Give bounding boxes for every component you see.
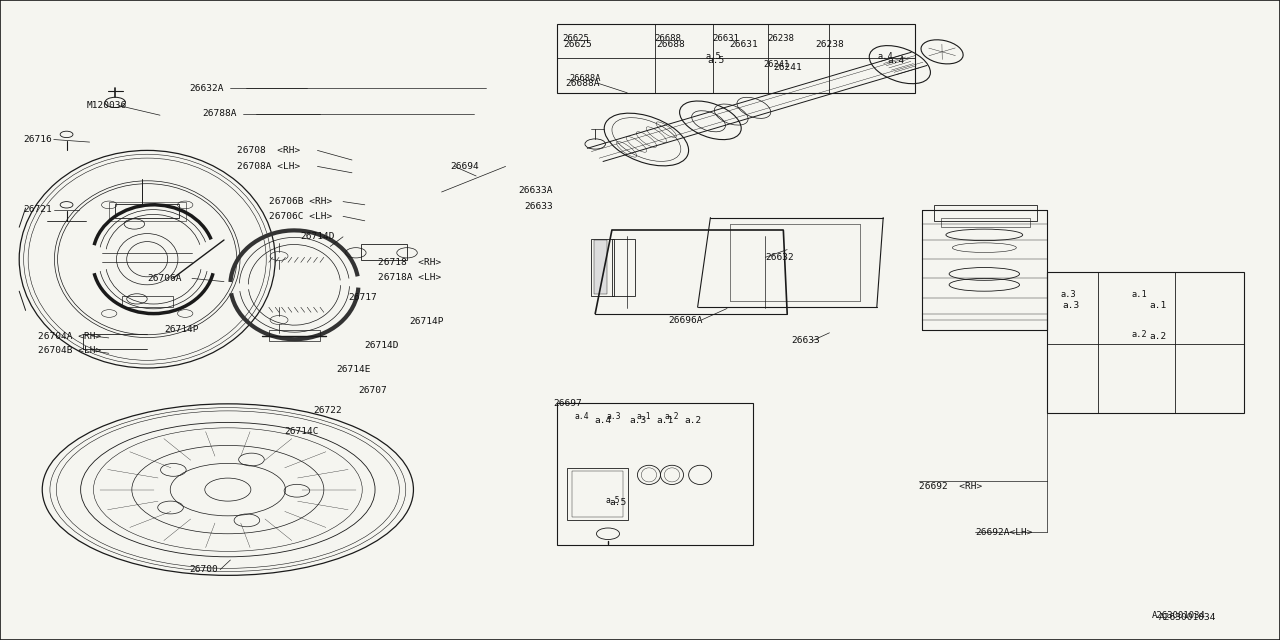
Text: 26718  <RH>: 26718 <RH>	[378, 258, 440, 267]
Text: 26714D: 26714D	[365, 341, 399, 350]
Text: 26788A: 26788A	[202, 109, 237, 118]
Text: 26692A<LH>: 26692A<LH>	[975, 528, 1033, 537]
Text: 26706C <LH>: 26706C <LH>	[269, 212, 332, 221]
Text: a.3: a.3	[1061, 290, 1076, 299]
Text: 26717: 26717	[348, 293, 376, 302]
Bar	[122, 296, 173, 307]
Text: a.1: a.1	[1132, 290, 1147, 299]
Text: a.4: a.4	[887, 56, 904, 65]
Bar	[591, 239, 614, 296]
Text: 26704A <RH>: 26704A <RH>	[38, 332, 101, 340]
Text: 26631: 26631	[713, 34, 739, 43]
Text: a.4: a.4	[878, 52, 893, 61]
Bar	[1047, 272, 1244, 413]
Text: a.1: a.1	[657, 416, 673, 425]
Text: 26688A: 26688A	[570, 74, 602, 83]
Text: a.1: a.1	[636, 412, 650, 421]
Text: a.4: a.4	[594, 416, 611, 425]
Text: a.3: a.3	[630, 416, 646, 425]
Text: 26708A <LH>: 26708A <LH>	[237, 162, 300, 171]
Bar	[269, 330, 320, 341]
Text: a.2: a.2	[1149, 332, 1166, 340]
Text: 26633: 26633	[525, 202, 553, 211]
Text: 26238: 26238	[815, 40, 844, 49]
Text: a.5: a.5	[605, 496, 620, 505]
Bar	[612, 239, 635, 296]
Text: a.5: a.5	[708, 56, 724, 65]
Text: 26632: 26632	[765, 253, 794, 262]
Text: a.5: a.5	[705, 52, 721, 61]
Text: 26694: 26694	[451, 162, 479, 171]
Text: 26696A: 26696A	[668, 316, 703, 324]
Bar	[941, 218, 1030, 227]
Text: 26707: 26707	[358, 386, 387, 395]
Bar	[572, 471, 623, 517]
Text: a.5: a.5	[609, 498, 626, 507]
Text: 26625: 26625	[563, 34, 589, 43]
Text: 26633: 26633	[791, 336, 819, 345]
Text: 26722: 26722	[314, 406, 342, 415]
Bar	[109, 202, 186, 221]
Text: 26706A: 26706A	[147, 274, 182, 283]
Text: 26631: 26631	[730, 40, 758, 49]
Bar	[557, 403, 753, 545]
Text: 26716: 26716	[23, 135, 51, 144]
Text: 26714P: 26714P	[164, 325, 198, 334]
Bar	[115, 204, 179, 218]
Text: 26241: 26241	[764, 60, 790, 68]
Bar	[594, 240, 607, 294]
Bar	[557, 24, 915, 93]
Text: 26714C: 26714C	[284, 428, 319, 436]
Text: a.2: a.2	[685, 416, 701, 425]
Text: 26692  <RH>: 26692 <RH>	[919, 482, 982, 491]
Bar	[934, 205, 1037, 221]
Text: 26697: 26697	[553, 399, 581, 408]
Text: 26714D: 26714D	[301, 232, 335, 241]
Text: 26714P: 26714P	[410, 317, 444, 326]
Text: 26706B <RH>: 26706B <RH>	[269, 197, 332, 206]
Text: a.2: a.2	[1132, 330, 1147, 339]
Text: 26238: 26238	[768, 34, 794, 43]
Text: 26714E: 26714E	[337, 365, 371, 374]
Text: 26241: 26241	[773, 63, 801, 72]
Text: a.2: a.2	[664, 412, 678, 421]
Text: 26700: 26700	[189, 565, 218, 574]
Bar	[361, 244, 407, 260]
Text: a.3: a.3	[1062, 301, 1079, 310]
Text: 26688: 26688	[655, 34, 681, 43]
Text: M120036: M120036	[87, 101, 127, 110]
Text: 26688A: 26688A	[566, 79, 600, 88]
Text: 26704B <LH>: 26704B <LH>	[38, 346, 101, 355]
Text: 26718A <LH>: 26718A <LH>	[378, 273, 440, 282]
Text: 26688: 26688	[657, 40, 685, 49]
Text: 26708  <RH>: 26708 <RH>	[237, 146, 300, 155]
Text: 26721: 26721	[23, 205, 51, 214]
Text: a.1: a.1	[1149, 301, 1166, 310]
Text: 26632A: 26632A	[189, 84, 224, 93]
Text: 26633A: 26633A	[518, 186, 553, 195]
Text: A263001034: A263001034	[1152, 611, 1206, 620]
Text: A263001034: A263001034	[1158, 613, 1216, 622]
Bar	[567, 468, 628, 520]
Text: 26625: 26625	[563, 40, 591, 49]
Text: a.3: a.3	[607, 412, 621, 421]
Text: a.4: a.4	[575, 412, 589, 421]
